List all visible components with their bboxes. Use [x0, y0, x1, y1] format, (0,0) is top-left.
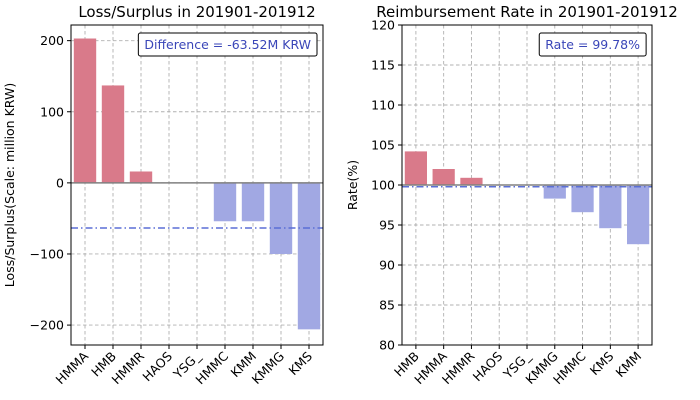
reimbursement-rate-xtick-label: KMM	[613, 349, 645, 381]
reimbursement-rate-bar-hmma	[432, 169, 455, 185]
reimbursement-rate-ytick-label: 115	[371, 58, 395, 73]
reimbursement-rate-bar-kmm	[627, 185, 650, 245]
reimbursement-rate-annotation-box	[538, 32, 647, 57]
loss-surplus-annotation: Difference = -63.52M KRW	[137, 32, 318, 57]
loss-surplus-xtick-label: HAOS	[139, 348, 175, 384]
loss-surplus-bar-hmmc	[213, 182, 237, 222]
loss-surplus-ytick-label: −200	[30, 318, 64, 333]
reimbursement-rate-ytick-label: 95	[379, 218, 395, 233]
loss-surplus-xtick-label: HMMA	[53, 348, 92, 387]
loss-surplus-ylabel: Loss/Surplus(Scale: million KRW)	[2, 83, 17, 287]
loss-surplus-ytick-label: 100	[40, 104, 64, 119]
reimbursement-rate-ytick-label: 90	[379, 258, 395, 273]
loss-surplus-bar-hmma	[73, 38, 97, 183]
reimbursement-rate-ytick-label: 120	[371, 18, 395, 33]
reimbursement-rate-bar-hmmr	[460, 177, 483, 185]
loss-surplus-ytick-label: 200	[40, 33, 64, 48]
reimbursement-rate-ylabel: Rate(%)	[345, 160, 360, 210]
reimbursement-rate-bar-hmb	[404, 151, 427, 185]
loss-surplus-bar-kmmg	[269, 182, 293, 254]
reimbursement-rate-ytick-label: 85	[379, 298, 395, 313]
reimbursement-rate-ytick-label: 105	[371, 138, 395, 153]
reimbursement-rate-ytick-label: 80	[379, 338, 395, 353]
loss-surplus-xtick-label: HMMC	[192, 348, 231, 387]
loss-surplus-xtick-label: KMMG	[249, 349, 288, 388]
reimbursement-rate-bar-kmmg	[543, 185, 566, 199]
loss-surplus-bar-hmb	[101, 85, 125, 183]
reimbursement-rate-xtick-label: KMS	[587, 348, 617, 378]
reimbursement-rate-ytick-label: 110	[371, 98, 395, 113]
reimbursement-rate-annotation: Rate = 99.78%	[538, 32, 647, 57]
reimbursement-rate-annotation-text: Rate = 99.78%	[545, 37, 640, 52]
loss-surplus-xtick-label: KMS	[285, 348, 315, 378]
loss-surplus-ytick-label: −100	[30, 246, 64, 261]
loss-surplus-bar-hmmr	[129, 171, 153, 183]
reimbursement-rate-bar-kms	[599, 185, 622, 229]
reimbursement-rate-title: Reimbursement Rate in 201901-201912	[376, 3, 678, 21]
reimbursement-rate-xtick-label: HAOS	[470, 348, 506, 384]
loss-surplus-bar-kms	[297, 182, 321, 330]
reimbursement-rate-bar-hmmc	[571, 185, 594, 213]
loss-surplus-chart: −200−1000100200HMMAHMBHMMRHAOSYSG_HMMCKM…	[2, 3, 324, 388]
reimbursement-rate-chart: 80859095100105110115120HMBHMMAHMMRHAOSYS…	[345, 3, 678, 387]
loss-surplus-bar-kmm	[241, 182, 265, 222]
loss-surplus-xtick-label: HMMR	[108, 348, 147, 387]
loss-surplus-title: Loss/Surplus in 201901-201912	[78, 3, 315, 21]
loss-surplus-annotation-text: Difference = -63.52M KRW	[144, 37, 311, 52]
loss-surplus-annotation-box	[137, 32, 318, 57]
loss-surplus-ytick-label: 0	[56, 175, 64, 190]
reimbursement-rate-ytick-label: 100	[371, 178, 395, 193]
